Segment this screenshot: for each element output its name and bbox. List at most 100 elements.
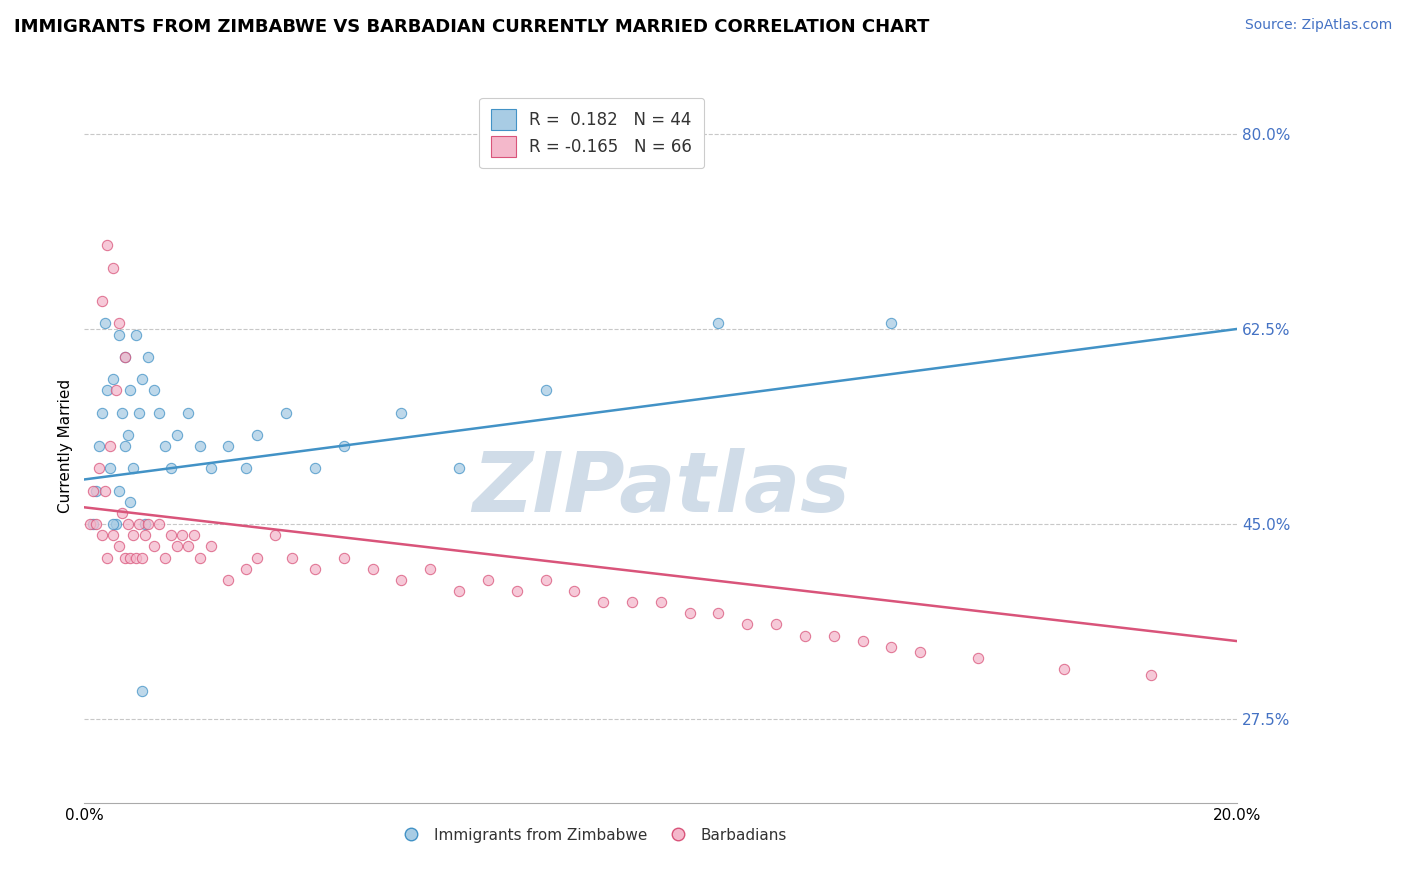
Point	[114, 550, 136, 565]
Point	[134, 516, 156, 531]
Point	[117, 516, 139, 531]
Point	[87, 461, 110, 475]
Point	[120, 384, 142, 398]
Point	[98, 439, 121, 453]
Point	[103, 528, 124, 542]
Point	[84, 483, 107, 498]
Point	[333, 550, 356, 565]
Point	[131, 684, 153, 698]
Point	[160, 528, 183, 542]
Point	[153, 439, 176, 453]
Point	[794, 628, 817, 642]
Point	[90, 293, 112, 308]
Point	[87, 439, 110, 453]
Text: IMMIGRANTS FROM ZIMBABWE VS BARBADIAN CURRENTLY MARRIED CORRELATION CHART: IMMIGRANTS FROM ZIMBABWE VS BARBADIAN CU…	[14, 18, 929, 36]
Point	[246, 427, 269, 442]
Point	[166, 427, 188, 442]
Y-axis label: Currently Married: Currently Married	[58, 379, 73, 513]
Point	[449, 461, 471, 475]
Point	[93, 483, 115, 498]
Point	[188, 439, 211, 453]
Point	[131, 372, 153, 386]
Point	[281, 550, 304, 565]
Point	[131, 550, 153, 565]
Point	[564, 583, 586, 598]
Point	[114, 350, 136, 364]
Point	[105, 384, 128, 398]
Point	[506, 583, 529, 598]
Point	[148, 516, 170, 531]
Point	[90, 528, 112, 542]
Point	[79, 516, 101, 531]
Point	[90, 405, 112, 419]
Point	[419, 562, 441, 576]
Point	[910, 645, 932, 659]
Point	[391, 573, 413, 587]
Point	[128, 516, 150, 531]
Point	[96, 550, 118, 565]
Point	[166, 539, 188, 553]
Point	[108, 327, 131, 342]
Point	[177, 405, 200, 419]
Point	[183, 528, 205, 542]
Point	[235, 562, 257, 576]
Point	[120, 494, 142, 508]
Point	[108, 483, 131, 498]
Point	[852, 634, 875, 648]
Point	[142, 539, 165, 553]
Point	[246, 550, 269, 565]
Legend: Immigrants from Zimbabwe, Barbadians: Immigrants from Zimbabwe, Barbadians	[389, 822, 793, 848]
Point	[679, 607, 702, 621]
Point	[108, 316, 131, 330]
Point	[200, 461, 222, 475]
Point	[534, 573, 557, 587]
Point	[1053, 662, 1076, 676]
Point	[108, 539, 131, 553]
Point	[111, 506, 134, 520]
Point	[160, 461, 183, 475]
Point	[122, 528, 145, 542]
Point	[177, 539, 200, 553]
Point	[136, 516, 159, 531]
Point	[82, 516, 104, 531]
Point	[84, 516, 107, 531]
Point	[304, 562, 326, 576]
Point	[880, 640, 903, 654]
Point	[103, 372, 124, 386]
Point	[117, 427, 139, 442]
Point	[534, 384, 557, 398]
Point	[128, 405, 150, 419]
Point	[737, 617, 759, 632]
Text: ZIPatlas: ZIPatlas	[472, 449, 849, 529]
Point	[391, 405, 413, 419]
Point	[218, 439, 240, 453]
Text: Source: ZipAtlas.com: Source: ZipAtlas.com	[1244, 18, 1392, 32]
Point	[122, 461, 145, 475]
Point	[120, 550, 142, 565]
Point	[621, 595, 644, 609]
Point	[134, 528, 156, 542]
Point	[707, 316, 730, 330]
Point	[361, 562, 384, 576]
Point	[477, 573, 499, 587]
Point	[172, 528, 194, 542]
Point	[200, 539, 222, 553]
Point	[263, 528, 285, 542]
Point	[449, 583, 471, 598]
Point	[82, 483, 104, 498]
Point	[592, 595, 614, 609]
Point	[96, 384, 118, 398]
Point	[1140, 667, 1163, 681]
Point	[148, 405, 170, 419]
Point	[136, 350, 159, 364]
Point	[276, 405, 298, 419]
Point	[188, 550, 211, 565]
Point	[707, 607, 730, 621]
Point	[304, 461, 326, 475]
Point	[153, 550, 176, 565]
Point	[114, 350, 136, 364]
Point	[111, 405, 134, 419]
Point	[98, 461, 121, 475]
Point	[105, 516, 128, 531]
Point	[967, 651, 990, 665]
